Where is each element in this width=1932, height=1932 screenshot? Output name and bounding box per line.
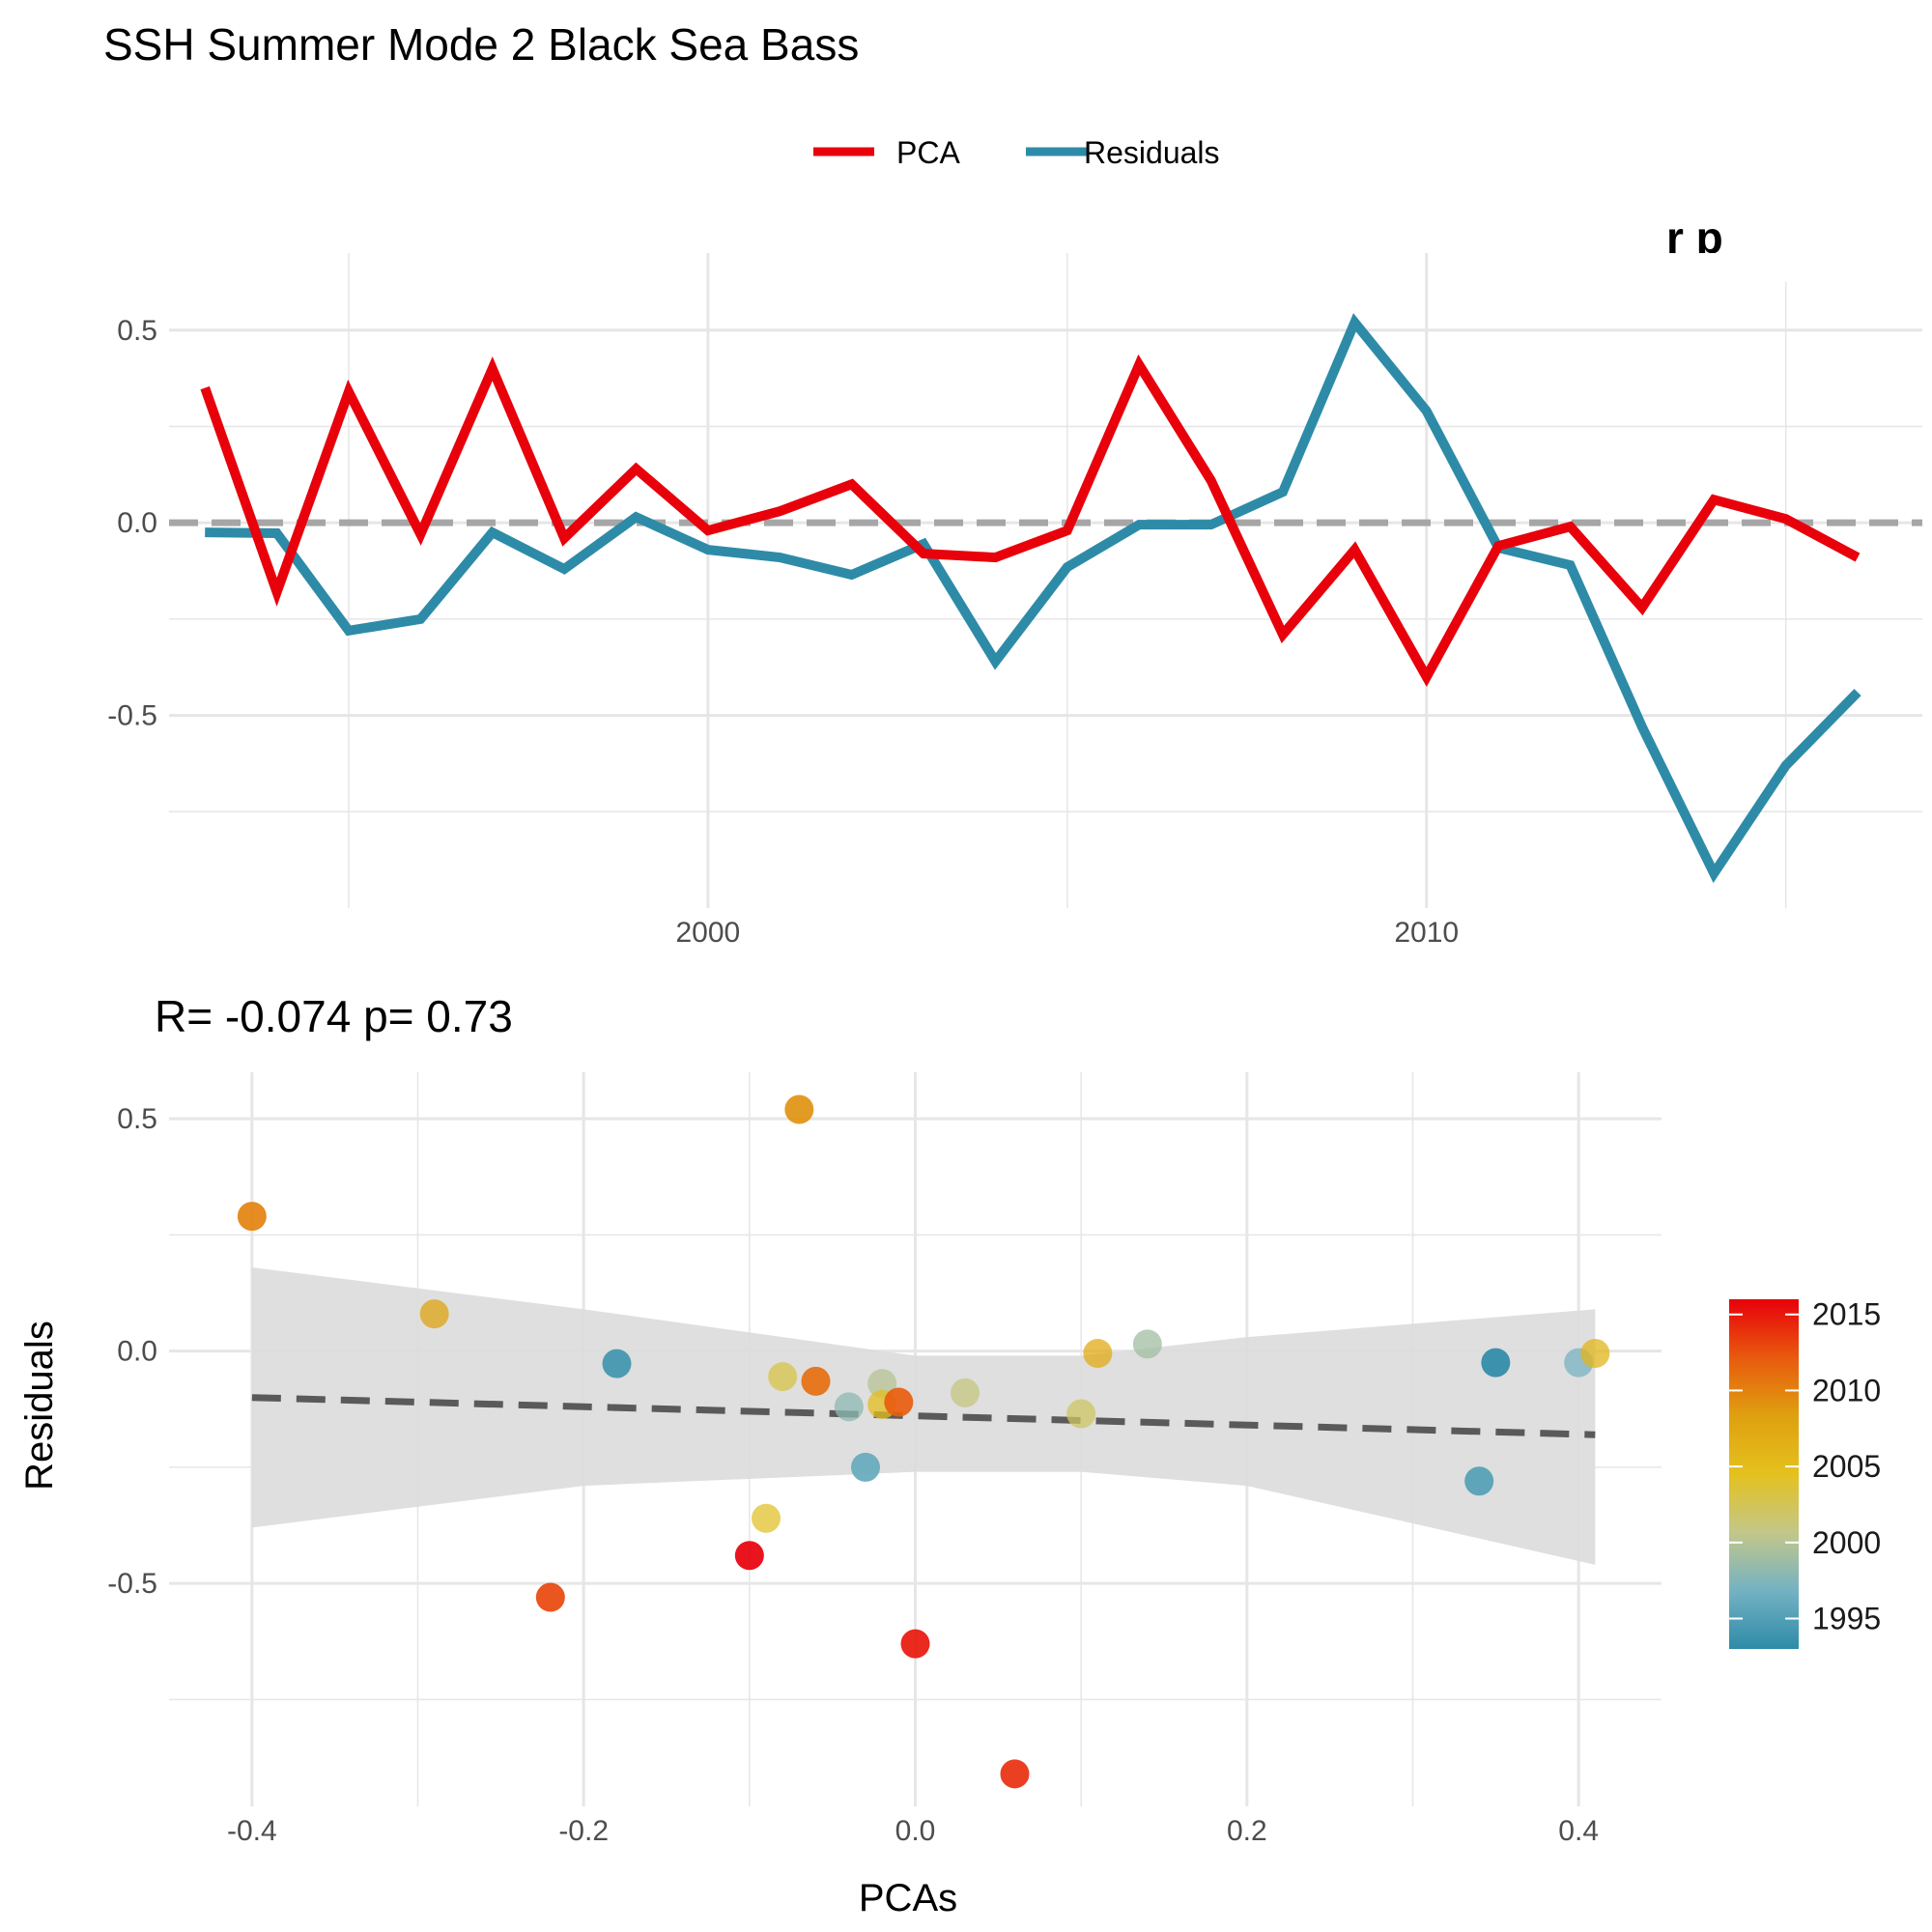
- y-tick-label: 0.5: [117, 1103, 157, 1135]
- colorbar-ticks: 1995 2000 2005 2010 2015: [1729, 1297, 1881, 1636]
- trend-line-segment: [251, 1394, 1596, 1438]
- timeseries-y-tick-labels: -0.5 0.0 0.5: [107, 315, 157, 732]
- x-tick-label: -0.2: [558, 1815, 609, 1847]
- trend-line: [251, 1394, 1596, 1438]
- scatter-point: [784, 1094, 814, 1124]
- scatter-point: [535, 1582, 565, 1612]
- scatter-point: [237, 1202, 267, 1232]
- annotation-clip-mask: [1642, 253, 1932, 282]
- scatter-point: [900, 1629, 930, 1659]
- scatter-title: R= -0.074 p= 0.73: [155, 991, 513, 1041]
- x-tick-label: 0.4: [1558, 1815, 1599, 1847]
- scatter-point: [1132, 1329, 1162, 1359]
- figure-title: SSH Summer Mode 2 Black Sea Bass: [103, 19, 859, 70]
- timeseries-lines: [200, 313, 1861, 884]
- scatter-point: [834, 1392, 864, 1422]
- scatter-point: [1464, 1466, 1494, 1496]
- colorbar-tick-label: 2000: [1812, 1525, 1881, 1560]
- x-tick-label: -0.4: [227, 1815, 277, 1847]
- y-tick-label: 0.0: [117, 507, 157, 539]
- colorbar-tick-label: 1995: [1812, 1602, 1881, 1636]
- scatter-panel: -0.5 0.0 0.5 -0.4 -0.2 0.0 0.2 0.4 PCAs Residu…: [18, 1072, 1662, 1919]
- scatter-point: [884, 1387, 914, 1417]
- colorbar-tick-label: 2005: [1812, 1449, 1881, 1484]
- scatter-point: [768, 1362, 798, 1392]
- legend: PCA Residuals: [813, 135, 1220, 170]
- y-tick-label: -0.5: [107, 700, 157, 732]
- colorbar-gradient: [1729, 1299, 1799, 1649]
- legend-label-pca: PCA: [896, 135, 960, 170]
- scatter-point: [867, 1369, 897, 1399]
- scatter-point: [602, 1349, 632, 1378]
- colorbar-legend: 1995 2000 2005 2010 2015: [1729, 1297, 1881, 1649]
- scatter-y-tick-labels: -0.5 0.0 0.5: [107, 1103, 157, 1600]
- legend-label-residuals: Residuals: [1084, 135, 1220, 170]
- timeseries-panel: -0.50.00.5 2000 2010 r p: [107, 213, 1932, 949]
- x-tick-label: 2000: [676, 917, 741, 949]
- scatter-point: [1481, 1348, 1511, 1378]
- series-line-pca: [200, 354, 1861, 687]
- scatter-x-tick-labels: -0.4 -0.2 0.0 0.2 0.4: [227, 1815, 1599, 1847]
- scatter-point: [1083, 1339, 1113, 1369]
- scatter-point: [801, 1366, 831, 1396]
- scatter-point: [1580, 1339, 1610, 1369]
- x-tick-label: 2010: [1394, 917, 1459, 949]
- series-line-residuals: [205, 313, 1861, 884]
- y-axis-title: Residuals: [18, 1321, 61, 1491]
- scatter-point: [1066, 1399, 1096, 1429]
- x-tick-label: 0.0: [895, 1815, 936, 1847]
- timeseries-x-tick-labels: 2000 2010: [676, 917, 1460, 949]
- x-axis-title: PCAs: [859, 1877, 957, 1919]
- scatter-point: [851, 1452, 880, 1482]
- colorbar-tick-label: 2010: [1812, 1373, 1881, 1407]
- scatter-point: [734, 1541, 764, 1571]
- scatter-point: [951, 1378, 980, 1407]
- scatter-points: [237, 1094, 1610, 1789]
- y-tick-label: -0.5: [107, 1568, 157, 1600]
- scatter-point: [419, 1299, 449, 1329]
- scatter-point: [752, 1503, 781, 1533]
- x-tick-label: 0.2: [1227, 1815, 1267, 1847]
- y-tick-label: 0.5: [117, 315, 157, 347]
- colorbar-tick-label: 2015: [1812, 1297, 1881, 1332]
- scatter-point: [1000, 1759, 1030, 1789]
- y-tick-label: 0.0: [117, 1336, 157, 1368]
